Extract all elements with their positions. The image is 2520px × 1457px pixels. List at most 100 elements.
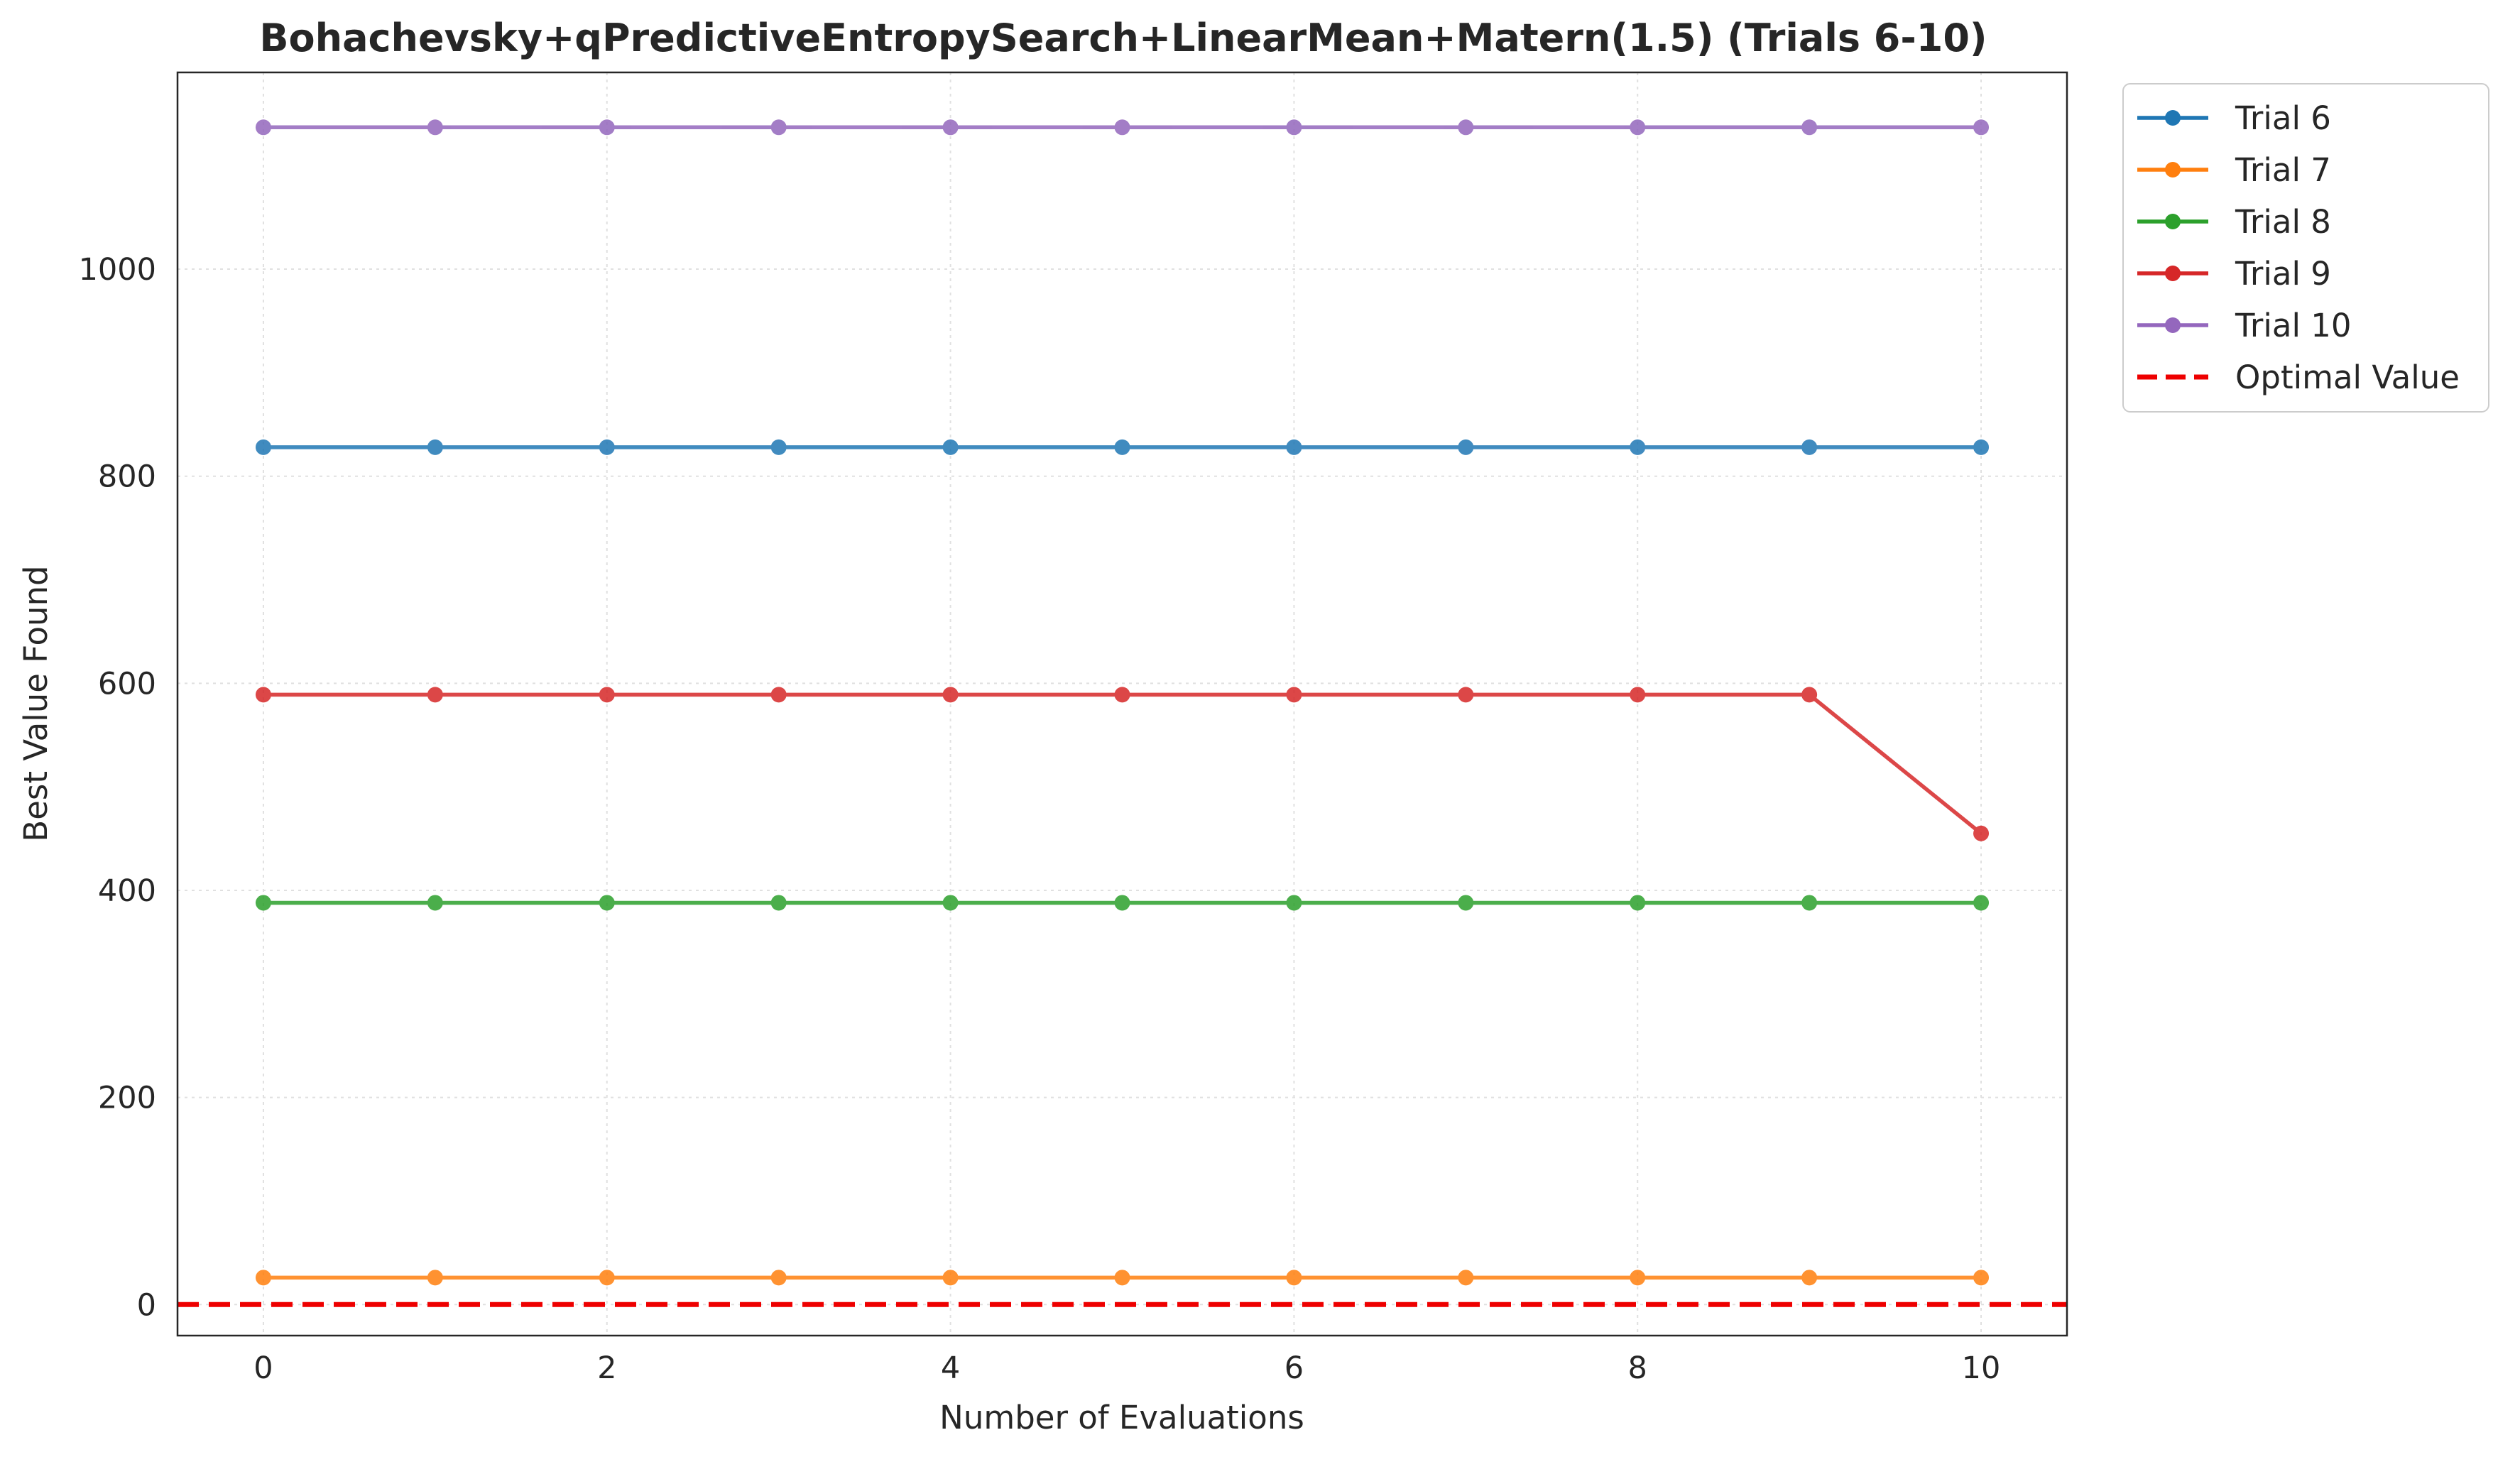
- data-point: [770, 895, 787, 911]
- data-point: [1458, 439, 1474, 455]
- data-point: [1801, 895, 1818, 911]
- x-tick-label: 10: [1962, 1350, 2001, 1386]
- x-axis-label: Number of Evaluations: [939, 1399, 1304, 1436]
- data-point: [1458, 119, 1474, 136]
- legend-marker: [2165, 317, 2181, 333]
- legend-marker: [2165, 162, 2181, 178]
- data-point: [599, 439, 615, 455]
- data-point: [1114, 687, 1130, 703]
- data-point: [427, 439, 443, 455]
- legend-frame: [2122, 83, 2489, 413]
- series-trial-9: [255, 687, 1990, 841]
- data-point: [1114, 895, 1130, 911]
- y-tick-label: 400: [98, 873, 156, 909]
- y-tick-label: 600: [98, 666, 156, 702]
- data-point: [1630, 1270, 1646, 1286]
- series-trial-10: [255, 119, 1990, 136]
- legend-marker: [2165, 110, 2181, 126]
- y-axis-label: Best Value Found: [17, 565, 55, 841]
- plot-area-frame: [176, 71, 2068, 1337]
- series-trial-8: [255, 895, 1990, 911]
- legend-label: Trial 10: [2235, 307, 2352, 344]
- x-tick-label: 8: [1628, 1350, 1647, 1386]
- data-point: [1114, 439, 1130, 455]
- data-point: [1973, 895, 1990, 911]
- data-point: [770, 119, 787, 136]
- data-point: [1801, 119, 1818, 136]
- y-tick-label: 800: [98, 459, 156, 495]
- data-point: [942, 1270, 959, 1286]
- data-point: [1973, 825, 1990, 841]
- data-point: [770, 687, 787, 703]
- series-trial-6: [255, 439, 1990, 455]
- data-point: [427, 895, 443, 911]
- x-tick-label: 0: [253, 1350, 273, 1386]
- data-point: [255, 687, 271, 703]
- data-point: [942, 687, 959, 703]
- data-point: [599, 1270, 615, 1286]
- data-point: [1458, 895, 1474, 911]
- data-point: [1630, 119, 1646, 136]
- data-point: [599, 687, 615, 703]
- legend-item: Trial 7: [2137, 151, 2331, 189]
- legend-marker: [2165, 214, 2181, 229]
- x-tick-label: 6: [1284, 1350, 1304, 1386]
- data-point: [1286, 439, 1302, 455]
- data-point: [1458, 687, 1474, 703]
- data-point: [942, 119, 959, 136]
- y-tick-label: 1000: [79, 252, 156, 288]
- legend-label: Trial 9: [2235, 255, 2331, 293]
- data-point: [1973, 1270, 1990, 1286]
- data-point: [255, 895, 271, 911]
- legend-label: Optimal Value: [2235, 359, 2460, 396]
- data-point: [1114, 119, 1130, 136]
- y-tick-label: 0: [137, 1287, 156, 1323]
- data-point: [1114, 1270, 1130, 1286]
- y-tick-label: 200: [98, 1081, 156, 1116]
- legend: Trial 6 Trial 7 Trial 8 Trial 9 Trial 10 Opti…: [2122, 83, 2489, 413]
- data-point: [1286, 1270, 1302, 1286]
- series-group: [255, 119, 1990, 1286]
- legend-item: Trial 10: [2137, 307, 2352, 344]
- data-point: [599, 895, 615, 911]
- data-point: [1286, 687, 1302, 703]
- data-point: [1973, 439, 1990, 455]
- data-point: [942, 439, 959, 455]
- legend-item: Trial 6: [2137, 99, 2331, 137]
- data-point: [1286, 895, 1302, 911]
- data-point: [942, 895, 959, 911]
- legend-marker: [2165, 266, 2181, 281]
- data-point: [1973, 119, 1990, 136]
- legend-label: Trial 6: [2235, 99, 2331, 137]
- x-tick-label: 2: [597, 1350, 616, 1386]
- data-point: [255, 439, 271, 455]
- data-point: [1630, 895, 1646, 911]
- data-point: [427, 119, 443, 136]
- chart-title: Bohachevsky+qPredictiveEntropySearch+Lin…: [259, 16, 1987, 60]
- data-point: [770, 1270, 787, 1286]
- legend-item: Optimal Value: [2137, 359, 2460, 396]
- legend-label: Trial 7: [2235, 151, 2331, 189]
- data-point: [255, 119, 271, 136]
- series-trial-7: [255, 1270, 1990, 1286]
- legend-label: Trial 8: [2235, 203, 2331, 241]
- data-point: [599, 119, 615, 136]
- data-point: [255, 1270, 271, 1286]
- data-point: [427, 1270, 443, 1286]
- data-point: [1630, 439, 1646, 455]
- data-point: [427, 687, 443, 703]
- data-point: [1286, 119, 1302, 136]
- y-axis-ticks: 0 200 400 600 800 1000: [79, 252, 156, 1323]
- data-point: [1801, 439, 1818, 455]
- data-point: [1801, 687, 1818, 703]
- data-point: [1630, 687, 1646, 703]
- x-axis-ticks: 0 2 4 6 8 10: [253, 1350, 2000, 1386]
- data-point: [1458, 1270, 1474, 1286]
- data-point: [1801, 1270, 1818, 1286]
- legend-item: Trial 8: [2137, 203, 2331, 241]
- x-tick-label: 4: [941, 1350, 960, 1386]
- legend-item: Trial 9: [2137, 255, 2331, 293]
- data-point: [770, 439, 787, 455]
